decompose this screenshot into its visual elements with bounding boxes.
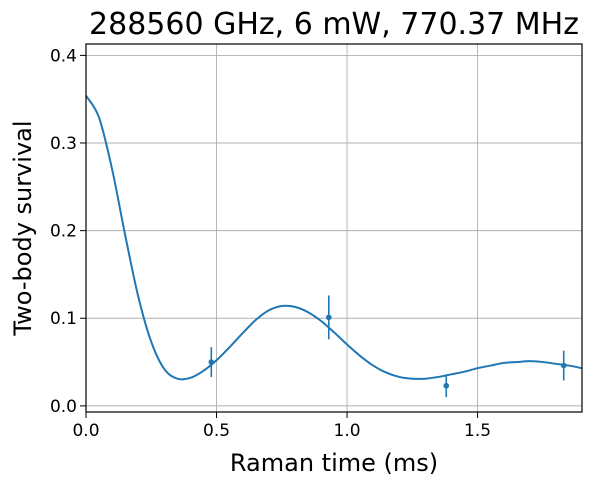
fit-curve-layer [85, 95, 583, 381]
plot-frame [85, 43, 583, 413]
y-tick-label: 0.0 [50, 397, 77, 417]
data-point [443, 382, 450, 389]
y-axis-label: Two-body survival [9, 120, 37, 336]
y-tick-label: 0.2 [50, 222, 77, 242]
x-tick-label: 0.5 [203, 421, 230, 441]
grid [85, 44, 582, 412]
chart-title: 288560 GHz, 6 mW, 770.37 MHz [89, 7, 579, 42]
data-point [208, 359, 215, 365]
fit-curve [85, 95, 583, 381]
x-tick-label: 1.0 [334, 421, 361, 441]
ticks: 0.0 0.5 1.0 1.5 0.0 0.1 0.2 0.3 0.4 [50, 46, 491, 441]
data-point [560, 362, 567, 369]
data-point [325, 314, 332, 321]
y-tick-label: 0.1 [50, 309, 77, 329]
x-tick-label: 0.0 [72, 421, 99, 441]
plot-background [86, 44, 582, 412]
x-tick-label: 1.5 [464, 421, 491, 441]
x-axis-label: Raman time (ms) [230, 449, 438, 477]
y-tick-label: 0.4 [50, 46, 77, 66]
data-points-layer [208, 295, 567, 398]
y-tick-label: 0.3 [50, 134, 77, 154]
